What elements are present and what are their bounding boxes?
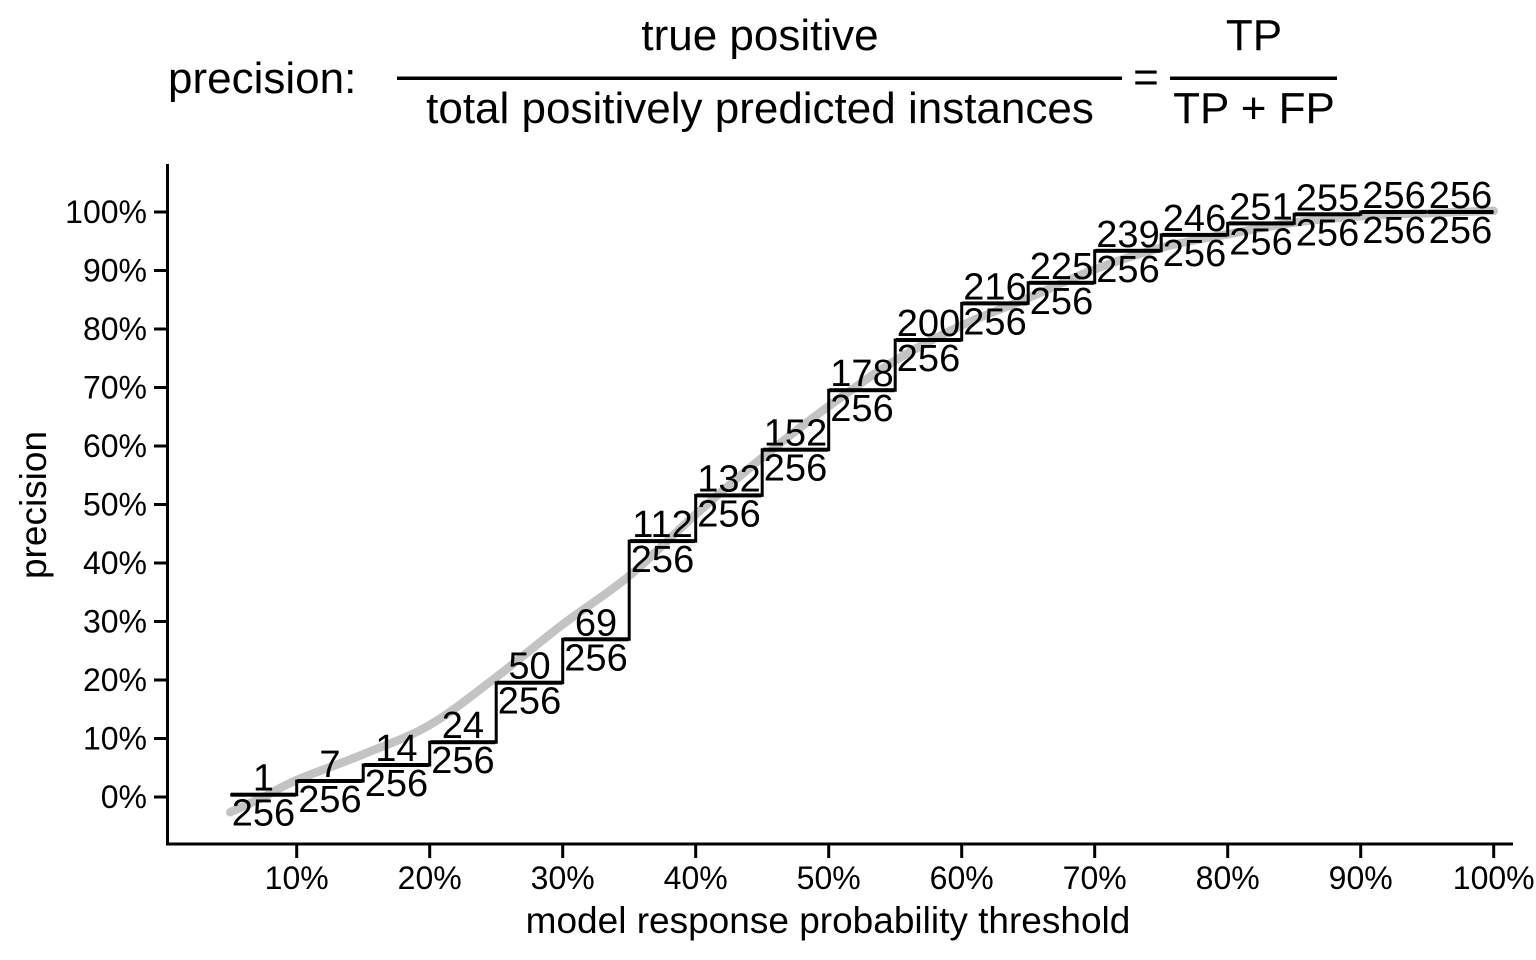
fraction-numerator: 216 — [963, 266, 1026, 308]
x-tick-label: 20% — [398, 860, 462, 896]
fraction-numerator: 256 — [1362, 175, 1425, 217]
fraction-numerator: 255 — [1296, 177, 1359, 219]
y-tick-label: 10% — [83, 721, 147, 757]
fraction-denominator: 256 — [365, 763, 428, 805]
fraction-denominator: 256 — [963, 301, 1026, 343]
fraction-bar — [1228, 221, 1294, 226]
x-axis-title: model response probability threshold — [526, 900, 1131, 941]
fraction-denominator: 256 — [1229, 221, 1292, 263]
chart-title-formula: precision: true positive total positivel… — [168, 11, 1337, 133]
formula-denominator: total positively predicted instances — [426, 84, 1094, 133]
fraction-numerator: 178 — [830, 353, 893, 395]
fraction-bar — [1095, 248, 1161, 253]
y-tick-label: 50% — [83, 487, 147, 523]
fraction-bar — [962, 301, 1028, 306]
plot-area: 1256725614256242565025669256112256132256… — [65, 175, 1534, 896]
fraction-denominator: 256 — [830, 388, 893, 430]
fraction-denominator: 256 — [298, 779, 361, 821]
fraction-denominator: 256 — [1429, 210, 1492, 252]
fraction-bar — [297, 779, 363, 783]
fraction-numerator: 200 — [897, 303, 960, 345]
fraction-denominator: 256 — [631, 539, 694, 581]
fraction-bar — [1029, 280, 1094, 285]
fraction-denominator: 256 — [897, 338, 960, 380]
fraction-numerator: 112 — [632, 504, 693, 546]
fraction-denominator: 256 — [1296, 212, 1359, 254]
fraction-bar — [563, 637, 629, 642]
fraction-denominator: 256 — [764, 448, 827, 490]
fraction-denominator: 256 — [498, 681, 561, 723]
fraction-denominator: 256 — [697, 493, 760, 535]
x-tick-label: 50% — [797, 860, 861, 896]
y-tick-label: 60% — [83, 428, 147, 464]
fraction-denominator: 256 — [564, 637, 627, 679]
fraction-bar — [829, 388, 895, 393]
fraction-bar — [896, 338, 961, 342]
fraction-bar — [230, 792, 296, 797]
y-tick-label: 40% — [83, 545, 147, 581]
fraction-bar — [497, 680, 562, 685]
fraction-numerator: 239 — [1096, 214, 1159, 256]
fraction-denominator: 256 — [1030, 281, 1093, 323]
title-prefix: precision: — [168, 54, 356, 103]
formula-fraction-bar — [397, 76, 1122, 80]
formula-equals: = — [1133, 53, 1159, 102]
fraction-bar — [1428, 210, 1493, 214]
x-tick-label: 90% — [1329, 860, 1393, 896]
fraction-numerator: 1 — [253, 758, 274, 800]
formula-tp-numerator: TP — [1226, 11, 1282, 60]
fraction-bar — [763, 447, 828, 452]
formula-numerator: true positive — [641, 11, 878, 60]
fraction-bar — [696, 493, 762, 498]
fraction-bar — [363, 763, 429, 767]
fraction-numerator: 50 — [508, 646, 550, 688]
fraction-bar — [630, 539, 695, 544]
smooth-trend-curve — [225, 206, 1498, 817]
fraction-denominator: 256 — [232, 793, 295, 835]
precision-step-line — [230, 210, 1494, 797]
fraction-denominator: 256 — [1163, 233, 1226, 275]
x-tick-label: 10% — [265, 860, 329, 896]
fraction-numerator: 14 — [375, 728, 417, 770]
fraction-bar — [1361, 210, 1427, 214]
fraction-denominator: 256 — [1362, 210, 1425, 252]
fraction-numerator: 225 — [1030, 246, 1093, 288]
fraction-numerator: 132 — [697, 458, 760, 500]
fraction-bar — [1162, 232, 1227, 237]
x-tick-label: 100% — [1453, 860, 1535, 896]
y-tick-label: 100% — [65, 194, 147, 230]
x-tick-label: 70% — [1063, 860, 1127, 896]
fraction-denominator: 256 — [1096, 249, 1159, 291]
x-tick-label: 60% — [930, 860, 994, 896]
y-tick-label: 20% — [83, 662, 147, 698]
fraction-numerator: 24 — [442, 705, 484, 747]
formula-tp-denominator: TP + FP — [1173, 84, 1335, 133]
y-axis-title: precision — [13, 431, 54, 579]
fraction-numerator: 69 — [575, 602, 617, 644]
fraction-numerator: 152 — [764, 413, 827, 455]
fraction-bar — [1295, 212, 1360, 217]
fraction-numerator: 7 — [319, 744, 340, 786]
y-tick-label: 30% — [83, 604, 147, 640]
fraction-numerator: 251 — [1229, 186, 1292, 228]
fraction-denominator: 256 — [431, 740, 494, 782]
y-tick-label: 0% — [101, 779, 147, 815]
formula-tp-fraction-bar — [1170, 76, 1337, 80]
y-tick-label: 70% — [83, 370, 147, 406]
y-tick-label: 80% — [83, 311, 147, 347]
x-tick-label: 80% — [1196, 860, 1260, 896]
axes: precision model response probability thr… — [13, 164, 1513, 941]
fraction-bar — [430, 740, 496, 745]
x-tick-label: 30% — [531, 860, 595, 896]
y-tick-label: 90% — [83, 253, 147, 289]
x-tick-label: 40% — [664, 860, 728, 896]
fraction-numerator: 256 — [1429, 175, 1492, 217]
fraction-numerator: 246 — [1163, 198, 1226, 240]
